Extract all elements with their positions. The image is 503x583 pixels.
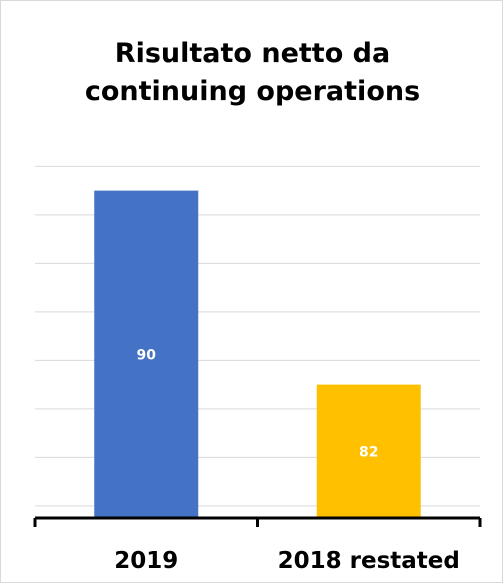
data-label-0: 90 [137,347,157,363]
chart-title-line-1: Risultato netto da [114,38,391,69]
bar-2018-restated [316,384,421,518]
chart-title-line-2: continuing operations [84,76,421,107]
category-label-0: 2019 [114,548,178,574]
data-label-1: 82 [359,444,378,460]
bar-2019 [94,190,199,518]
category-label-1: 2018 restated [278,548,460,574]
